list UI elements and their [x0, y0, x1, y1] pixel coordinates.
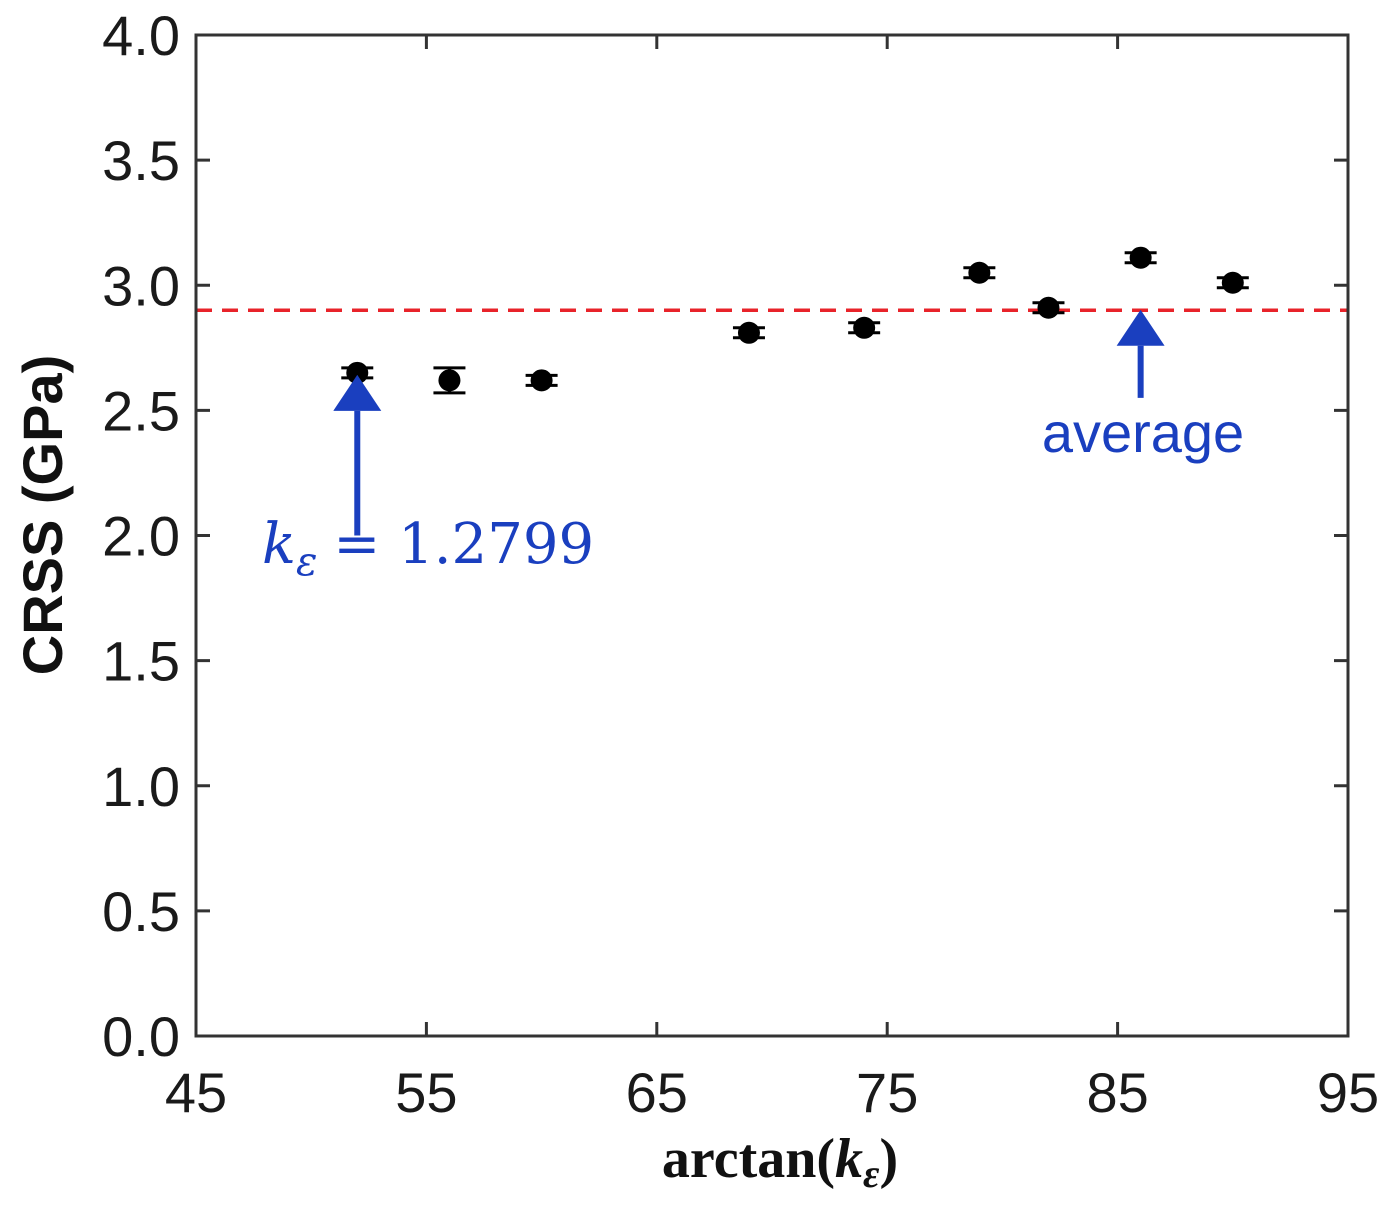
y-tick-label: 1.5 [102, 630, 180, 693]
data-points [341, 246, 1249, 395]
annotations: kε = 1.2799 average [262, 309, 1244, 585]
ke-annotation-label: kε = 1.2799 [262, 512, 594, 585]
y-tick-label: 2.5 [102, 379, 180, 442]
data-point [853, 316, 876, 339]
y-tick-label: 3.0 [102, 254, 180, 317]
y-tick-label: 3.5 [102, 129, 180, 192]
x-axis-label-sub: ε [863, 1151, 880, 1196]
y-tick-label: 4.0 [102, 4, 180, 67]
x-tick-label: 75 [856, 1061, 918, 1124]
x-tick-label: 85 [1086, 1061, 1148, 1124]
y-tick-label: 0.0 [102, 1005, 180, 1068]
data-point [1221, 271, 1244, 294]
x-axis-label-suffix: ) [879, 1128, 898, 1190]
x-tick-labels: 45 55 65 75 85 95 [165, 1061, 1379, 1124]
y-axis-label: CRSS (GPa) [11, 355, 74, 676]
ke-value: = 1.2799 [333, 512, 594, 577]
data-point [346, 361, 369, 384]
x-tick-label: 65 [626, 1061, 688, 1124]
y-tick-labels: 0.0 0.5 1.0 1.5 2.0 2.5 3.0 3.5 4.0 [102, 4, 180, 1068]
y-tick-label: 2.0 [102, 505, 180, 568]
data-point [1129, 246, 1152, 269]
y-tick-label: 1.0 [102, 755, 180, 818]
data-point [438, 369, 461, 392]
x-axis-label-var: k [835, 1128, 863, 1190]
data-point [968, 261, 991, 284]
plot-frame [194, 33, 1350, 1038]
x-tick-label: 55 [395, 1061, 457, 1124]
x-axis-label: arctan(kε) [662, 1128, 898, 1196]
average-annotation-label: average [1042, 401, 1244, 464]
x-tick-label: 95 [1317, 1061, 1379, 1124]
data-point [530, 369, 553, 392]
ke-sub: ε [296, 539, 317, 585]
x-axis-label-prefix: arctan( [662, 1128, 835, 1190]
data-point [1037, 296, 1060, 319]
data-point [737, 321, 760, 344]
ke-var: k [262, 512, 296, 577]
x-tick-label: 45 [165, 1061, 227, 1124]
y-tick-label: 0.5 [102, 880, 180, 943]
